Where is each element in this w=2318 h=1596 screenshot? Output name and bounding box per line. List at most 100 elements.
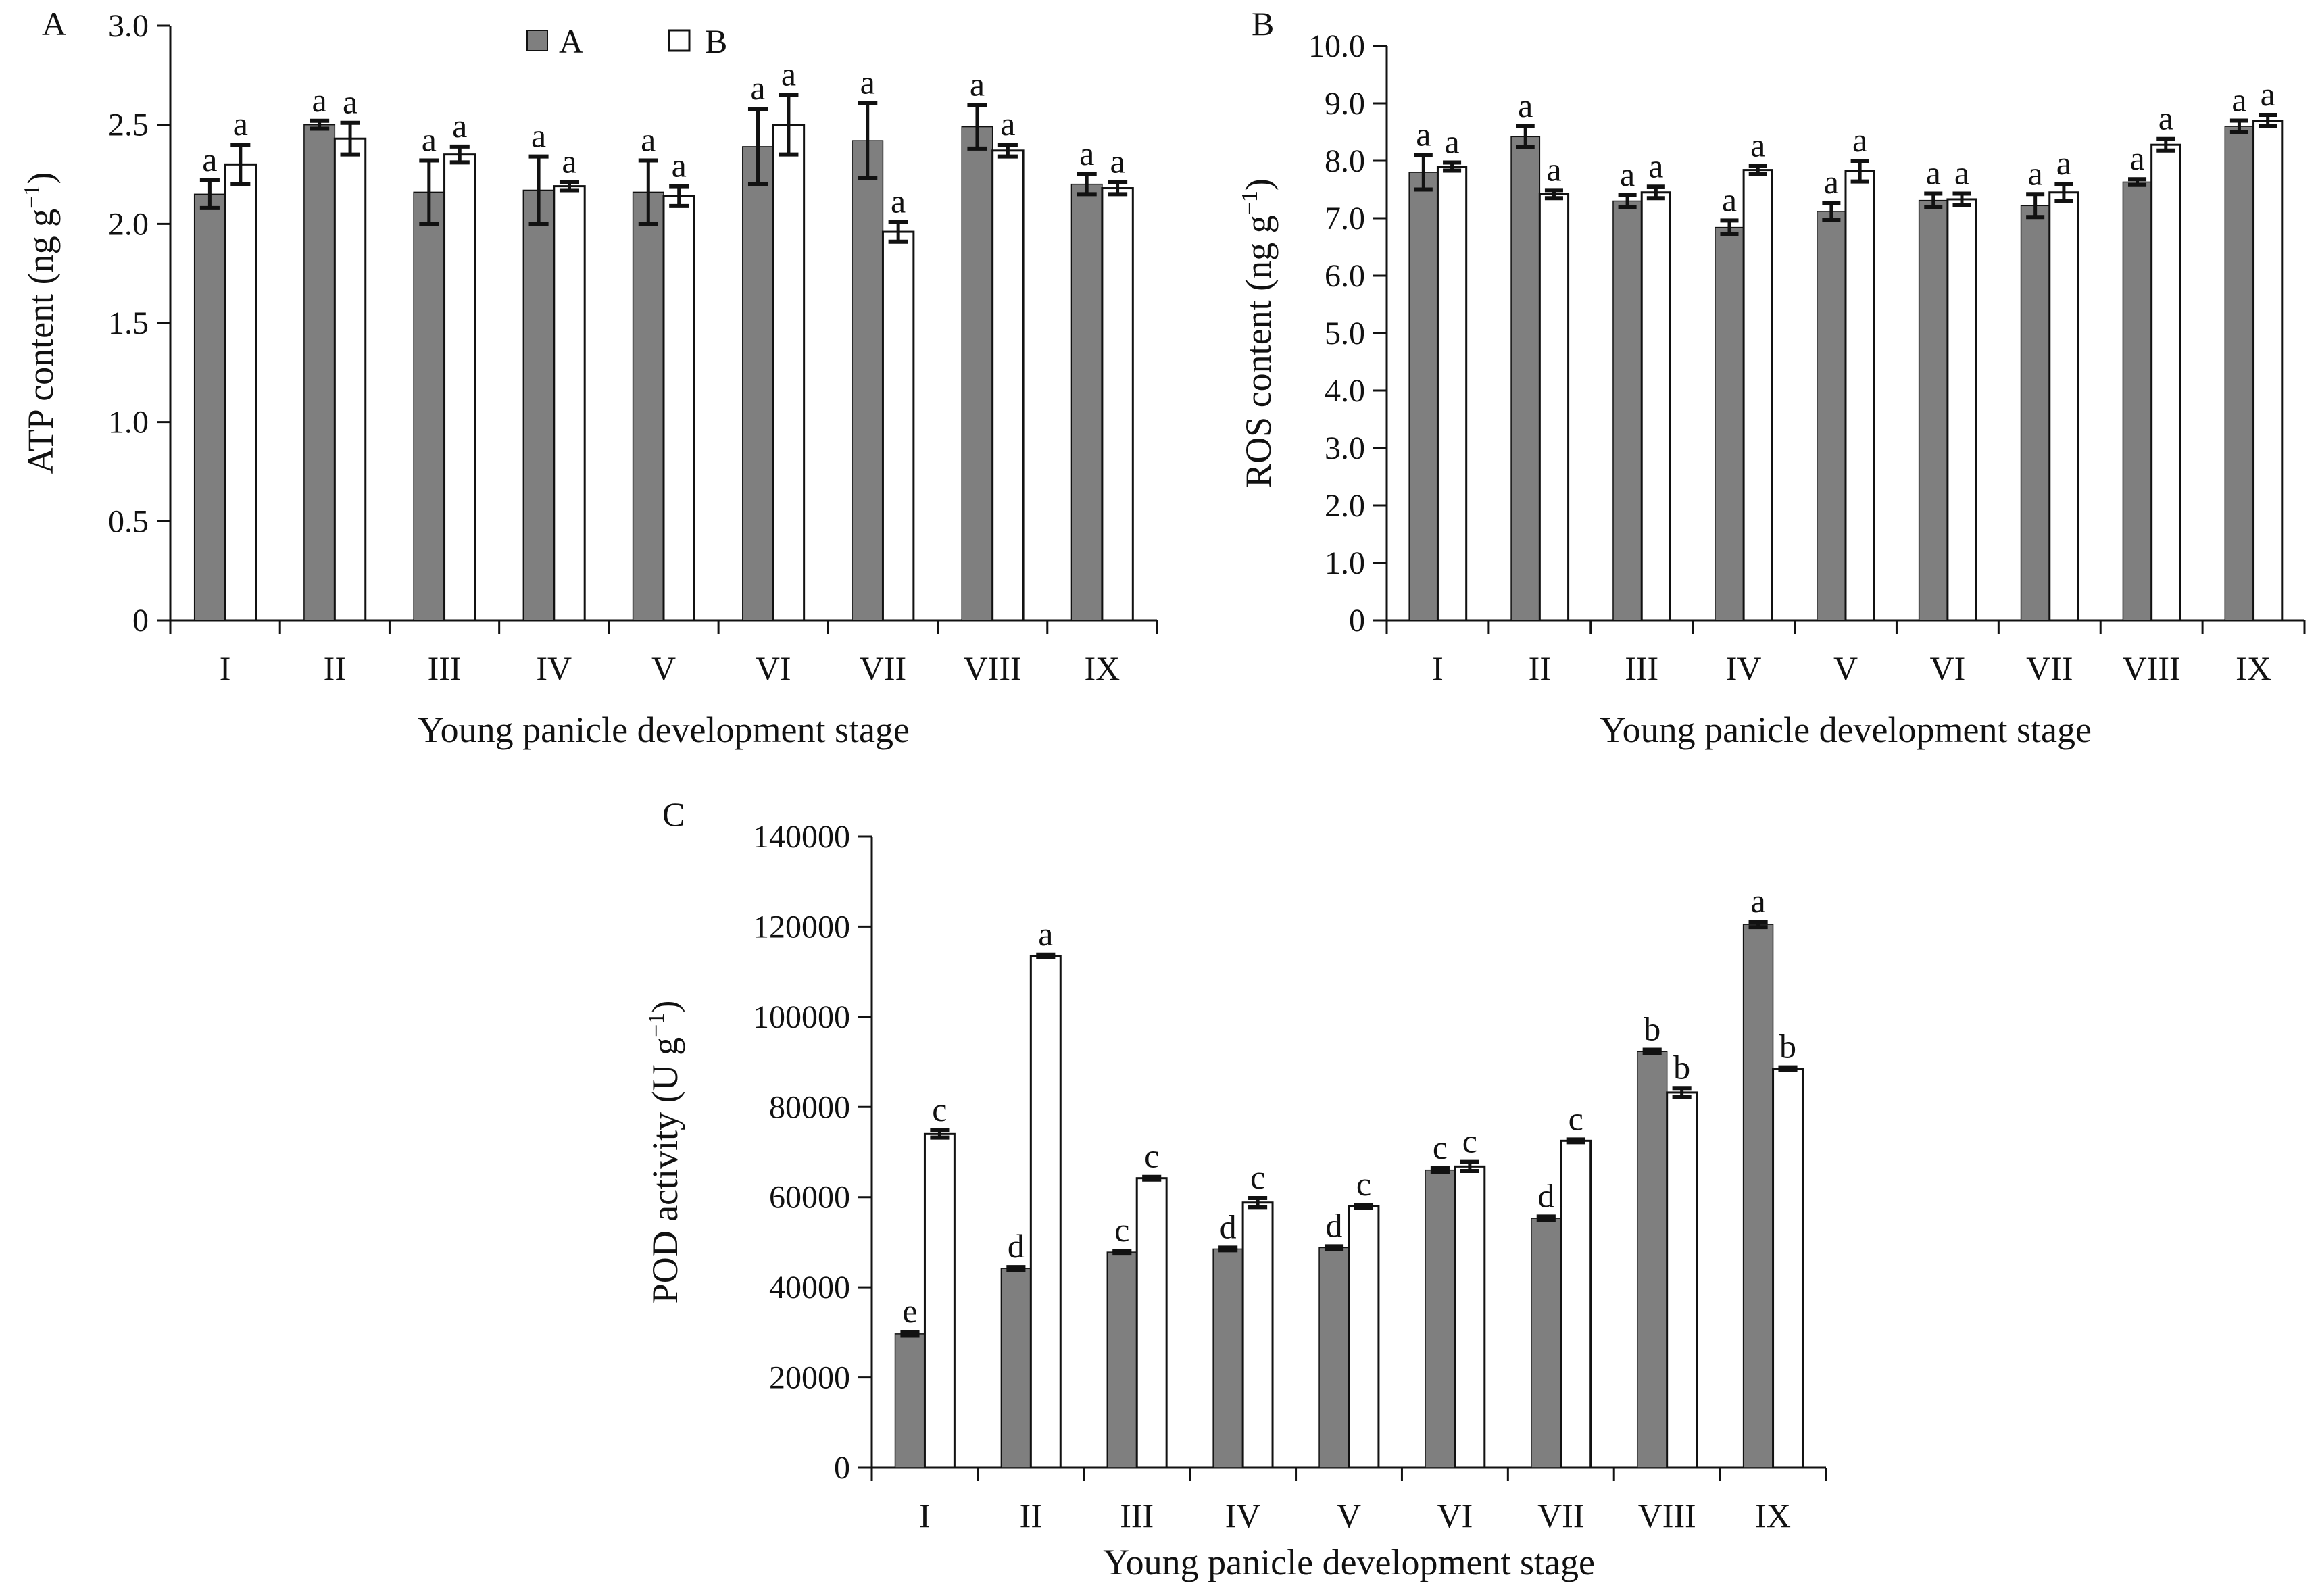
significance-letter: d <box>1008 1227 1025 1265</box>
bar-b <box>1454 1165 1486 1469</box>
significance-letter: c <box>932 1091 947 1128</box>
significance-letter: d <box>1220 1207 1237 1245</box>
bar-a <box>1531 1218 1562 1468</box>
bar-b <box>991 149 1025 622</box>
x-tick-label: VIII <box>964 649 1022 687</box>
significance-letter: a <box>1852 121 1867 159</box>
bar-b <box>1436 166 1468 622</box>
bar-b <box>1640 191 1671 622</box>
x-tick-label: IV <box>1726 649 1762 687</box>
significance-letter: c <box>1356 1165 1371 1203</box>
significance-letter: a <box>641 120 656 158</box>
bar-b <box>1029 955 1062 1469</box>
significance-letter: a <box>531 117 546 155</box>
x-axis-title: Young panicle development stage <box>418 709 910 750</box>
bar-b <box>1101 187 1134 622</box>
significance-letter: e <box>902 1292 917 1330</box>
significance-letter: a <box>750 69 765 107</box>
significance-letter: c <box>1250 1158 1265 1196</box>
bar-a <box>413 191 445 621</box>
y-tick-label: 40000 <box>769 1270 850 1305</box>
legend-label-a: A <box>559 22 583 60</box>
bar-a <box>303 124 336 621</box>
significance-letter: a <box>1416 116 1431 153</box>
bar-a <box>1612 200 1642 621</box>
y-tick-label: 2.0 <box>108 206 149 242</box>
significance-letter: a <box>970 65 985 103</box>
x-tick-label: III <box>1120 1497 1154 1535</box>
bar-b <box>772 124 806 622</box>
y-tick-label: 3.0 <box>1325 430 1365 466</box>
legend-item-a: A <box>526 22 583 60</box>
bar-a <box>1510 136 1541 621</box>
bar-a <box>2224 126 2254 621</box>
x-tick-label: VIII <box>2123 649 2181 687</box>
y-tick-label: 8.0 <box>1325 143 1365 179</box>
significance-letter: a <box>1750 126 1765 164</box>
significance-letter: a <box>1079 134 1094 172</box>
bar-a <box>1408 172 1439 621</box>
panel-pod-chart: C 0 20000 40000 60000 80000 100000 120000 140000… <box>644 795 1827 1582</box>
significance-letter: a <box>1620 155 1635 193</box>
x-tick-label: IV <box>1225 1497 1261 1535</box>
bar-a <box>2122 181 2152 621</box>
bar-b <box>1666 1091 1698 1469</box>
x-tick-label: VII <box>860 649 906 687</box>
bar-a <box>1318 1247 1350 1468</box>
x-tick-label: IX <box>1085 649 1120 687</box>
y-tick-label: 1.0 <box>108 405 149 441</box>
significance-letter: a <box>672 147 687 184</box>
significance-letter: b <box>1644 1010 1660 1048</box>
x-tick-label: VI <box>1437 1497 1473 1535</box>
bar-b <box>224 163 257 622</box>
bar-b <box>1772 1068 1804 1469</box>
significance-letter: a <box>422 120 437 158</box>
y-tick-label: 20000 <box>769 1360 850 1396</box>
bar-a <box>1212 1248 1243 1468</box>
bar-b <box>1844 170 1875 622</box>
bar-a <box>1425 1169 1456 1468</box>
significance-letter: a <box>2159 99 2173 137</box>
bar-a <box>742 146 774 621</box>
y-tick-label: 60000 <box>769 1180 850 1216</box>
y-tick-label: 1.5 <box>108 305 149 341</box>
x-tick-label: VI <box>756 649 791 687</box>
legend-swatch-b <box>668 29 691 52</box>
bar-a <box>894 1333 926 1468</box>
significance-letter: a <box>781 55 796 93</box>
bar-b <box>1560 1139 1592 1469</box>
panel-label: B <box>1252 5 1274 43</box>
bar-b <box>2150 143 2181 622</box>
legend-label-b: B <box>705 22 727 60</box>
bar-a <box>1918 199 1948 621</box>
significance-letter: a <box>1038 915 1053 953</box>
y-axis-title: ROS content (ng g−1) <box>1237 178 1279 488</box>
legend: A B <box>526 22 727 60</box>
y-tick-label: 0 <box>1349 603 1365 639</box>
bar-b <box>553 185 586 622</box>
y-axis-title: POD activity (U g−1) <box>644 1001 685 1304</box>
y-tick-label: 1.0 <box>1325 545 1365 581</box>
y-tick-label: 2.5 <box>108 107 149 143</box>
x-tick-label: IV <box>536 649 572 687</box>
bar-a <box>961 126 993 621</box>
bar-a <box>1817 211 1846 621</box>
y-tick-label: 9.0 <box>1325 86 1365 122</box>
x-tick-label: II <box>324 649 346 687</box>
bar-b <box>1241 1201 1274 1469</box>
bar-b <box>2252 120 2284 622</box>
legend-swatch-a <box>526 30 548 51</box>
y-tick-label: 3.0 <box>108 8 149 44</box>
significance-letter: a <box>1722 180 1737 218</box>
x-tick-label: I <box>1432 649 1444 687</box>
significance-letter: b <box>1673 1048 1690 1086</box>
bar-b <box>1135 1177 1168 1469</box>
significance-letter: c <box>1114 1211 1129 1249</box>
significance-letter: a <box>312 81 327 119</box>
bar-a <box>1715 226 1744 621</box>
significance-letter: d <box>1537 1176 1554 1214</box>
x-axis-title: Young panicle development stage <box>1103 1542 1595 1582</box>
y-tick-label: 7.0 <box>1325 201 1365 236</box>
y-tick-label: 0.5 <box>108 503 149 539</box>
significance-letter: d <box>1326 1206 1343 1244</box>
